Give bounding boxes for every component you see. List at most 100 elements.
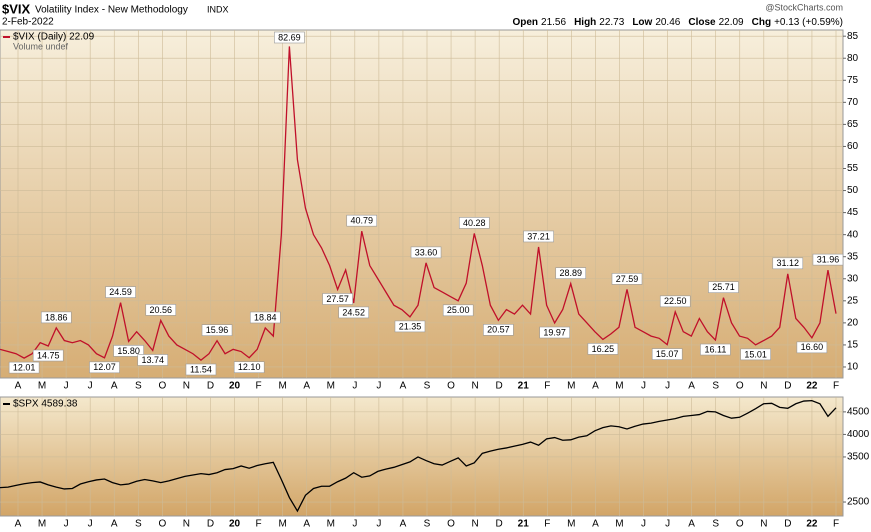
x-tick-label: S bbox=[424, 381, 431, 392]
y-tick-label: 4000 bbox=[847, 429, 870, 440]
annotation-label: 40.79 bbox=[350, 216, 373, 226]
annotation-box bbox=[394, 320, 426, 333]
annotation-label: 15.07 bbox=[656, 349, 679, 359]
annotation-box bbox=[32, 349, 64, 362]
series-line bbox=[0, 399, 837, 513]
symbol: $VIX bbox=[2, 1, 31, 16]
x-tick-label: A bbox=[592, 519, 599, 530]
annotation-label: 12.10 bbox=[238, 362, 261, 372]
instrument-name: Volatility Index - New Methodology bbox=[35, 5, 188, 16]
annotation-box bbox=[587, 343, 619, 355]
annotation-box bbox=[539, 326, 570, 339]
y-tick-label: 10 bbox=[847, 362, 859, 373]
y-tick-label: 25 bbox=[847, 295, 859, 306]
annotation-label: 25.71 bbox=[712, 282, 735, 292]
x-tick-label: M bbox=[567, 519, 575, 530]
x-tick-label: J bbox=[64, 381, 69, 392]
annotation-label: 27.59 bbox=[616, 274, 639, 284]
annotation-box bbox=[611, 273, 643, 285]
x-tick-label: A bbox=[15, 381, 22, 392]
annotation-label: 16.11 bbox=[704, 344, 726, 354]
x-tick-label: M bbox=[615, 381, 623, 392]
spx-panel bbox=[0, 396, 844, 517]
annotation-box bbox=[346, 214, 378, 227]
y-tick-label: 65 bbox=[847, 119, 859, 130]
x-tick-label: S bbox=[135, 519, 142, 530]
price-panel bbox=[0, 29, 844, 379]
annotation-label: 14.75 bbox=[37, 350, 60, 360]
x-tick-label: F bbox=[833, 381, 839, 392]
y-tick-label: 60 bbox=[847, 141, 859, 152]
date: 2-Feb-2022 bbox=[2, 17, 54, 28]
x-tick-label: 22 bbox=[806, 519, 818, 530]
x-tick-label: F bbox=[256, 381, 262, 392]
x-tick-label: 20 bbox=[229, 381, 241, 392]
x-tick-label: O bbox=[158, 519, 166, 530]
quote-label: Open bbox=[512, 17, 538, 28]
annotation-box bbox=[700, 343, 731, 356]
annotation-box bbox=[89, 361, 120, 374]
y-tick-label: 70 bbox=[847, 97, 859, 108]
x-tick-label: M bbox=[38, 381, 46, 392]
x-tick-label: D bbox=[784, 519, 791, 530]
annotation-label: 25.00 bbox=[447, 305, 470, 315]
x-tick-label: M bbox=[38, 519, 46, 530]
x-tick-label: J bbox=[641, 381, 646, 392]
y-tick-label: 45 bbox=[847, 207, 859, 218]
x-tick-label: A bbox=[400, 381, 407, 392]
x-tick-label: A bbox=[592, 381, 599, 392]
x-tick-label: J bbox=[352, 519, 357, 530]
x-tick-label: 22 bbox=[806, 381, 818, 392]
annotation-label: 12.01 bbox=[13, 362, 36, 372]
quote-value: 22.09 bbox=[719, 17, 744, 28]
x-tick-label: A bbox=[688, 519, 695, 530]
annotation-box bbox=[796, 341, 828, 354]
annotation-box bbox=[659, 295, 691, 308]
plots: A M J J A S O N D 20 F M A M J J A S O N D 21 F M A M J J A S O N D 22 F 10… bbox=[0, 30, 870, 530]
annotation-box bbox=[442, 304, 474, 317]
quote-value: 22.73 bbox=[599, 17, 624, 28]
annotation-box bbox=[523, 230, 554, 243]
x-tick-label: A bbox=[303, 519, 310, 530]
annotation-label: 12.07 bbox=[93, 362, 116, 372]
x-tick-label: O bbox=[447, 381, 455, 392]
annotation-label: 24.59 bbox=[109, 287, 132, 297]
annotation-box bbox=[201, 324, 233, 336]
x-tick-label: M bbox=[327, 381, 335, 392]
annotation-box bbox=[458, 217, 490, 229]
x-tick-label: A bbox=[111, 381, 118, 392]
annotation-box bbox=[105, 286, 136, 298]
x-tick-label: J bbox=[376, 381, 381, 392]
x-tick-label: D bbox=[207, 519, 214, 530]
x-tick-label: 20 bbox=[229, 519, 241, 530]
quote-value: 21.56 bbox=[541, 17, 566, 28]
annotation-label: 15.96 bbox=[206, 325, 229, 335]
annotation-box bbox=[40, 311, 72, 324]
series-line bbox=[0, 46, 837, 362]
annotation-box bbox=[145, 304, 177, 316]
x-tick-label: J bbox=[352, 381, 357, 392]
annotation-label: 31.96 bbox=[817, 254, 840, 264]
annotation-label: 82.69 bbox=[278, 32, 301, 42]
quote: Open 21.56 High 22.73 Low 20.46 Close 22.09 Chg +… bbox=[512, 17, 843, 28]
annotation-label: 40.28 bbox=[463, 218, 486, 228]
x-tick-label: 21 bbox=[518, 519, 530, 530]
x-tick-label: D bbox=[207, 381, 214, 392]
annotation-box bbox=[740, 348, 771, 361]
annotation-box bbox=[338, 306, 369, 319]
x-tick-label: O bbox=[158, 381, 166, 392]
annotation-label: 19.97 bbox=[543, 327, 566, 337]
x-tick-label: S bbox=[424, 519, 431, 530]
annotation-box bbox=[249, 311, 281, 324]
annotation-label: 21.35 bbox=[399, 321, 422, 331]
x-tick-label: A bbox=[400, 519, 407, 530]
legend-label: $SPX 4589.38 bbox=[13, 399, 78, 410]
x-tick-label: N bbox=[183, 381, 190, 392]
annotation-label: 15.80 bbox=[117, 346, 140, 356]
annotation-box bbox=[410, 246, 442, 259]
annotation-box bbox=[322, 293, 353, 305]
source: @StockCharts.com bbox=[765, 2, 843, 12]
annotation-box bbox=[137, 354, 169, 366]
annotation-label: 15.01 bbox=[744, 349, 767, 359]
